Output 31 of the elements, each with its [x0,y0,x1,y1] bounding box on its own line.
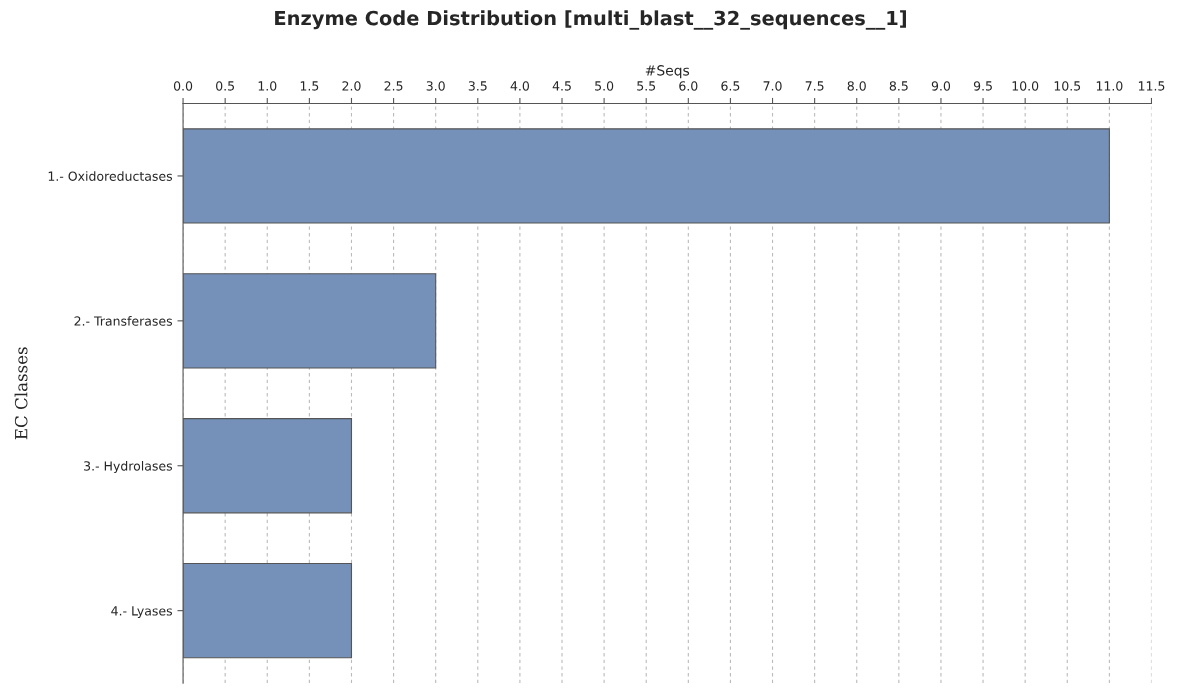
x-tick-label: 3.0 [426,81,445,91]
x-tick-label: 8.0 [847,81,866,91]
y-tick-label: 2.- Transferases [74,316,173,326]
x-tick-label: 5.5 [637,81,656,91]
x-tick-label: 9.5 [973,81,992,91]
x-tick-label: 0.5 [216,81,235,91]
x-tick-label: 6.5 [721,81,740,91]
y-tick-label: 3.- Hydrolases [84,461,173,474]
x-tick-label: 7.0 [763,81,782,91]
x-tick-label: 2.0 [342,81,361,91]
x-tick-label: 7.5 [805,81,824,91]
x-tick-label: 0.0 [173,81,193,91]
x-tick-label: 1.0 [258,81,277,91]
y-tick-label: 4.- Lyases [111,606,173,618]
x-axis-title: #Seqs [645,65,690,79]
x-tick-label: 6.0 [679,81,698,91]
x-tick-label: 5.0 [595,81,614,91]
x-tick-label: 10.0 [1012,81,1039,91]
x-tick-label: 10.5 [1054,81,1081,91]
x-tick-label: 2.5 [384,81,403,91]
y-axis-title: EC Classes [14,347,28,440]
x-tick-label: 3.5 [468,81,487,91]
chart-title: Enzyme Code Distribution [multi_blast__32_sequences__1] [275,10,906,30]
x-tick-label: 4.5 [552,81,571,91]
x-tick-label: 9.0 [931,81,951,91]
x-tick-label: 11.5 [1138,81,1165,91]
x-tick-label: 4.0 [510,81,530,91]
y-tick-label: 1.- Oxidoreductases [48,171,173,181]
x-tick-label: 1.5 [300,81,319,91]
x-tick-label: 11.0 [1096,81,1123,91]
x-tick-label: 8.5 [889,81,908,91]
